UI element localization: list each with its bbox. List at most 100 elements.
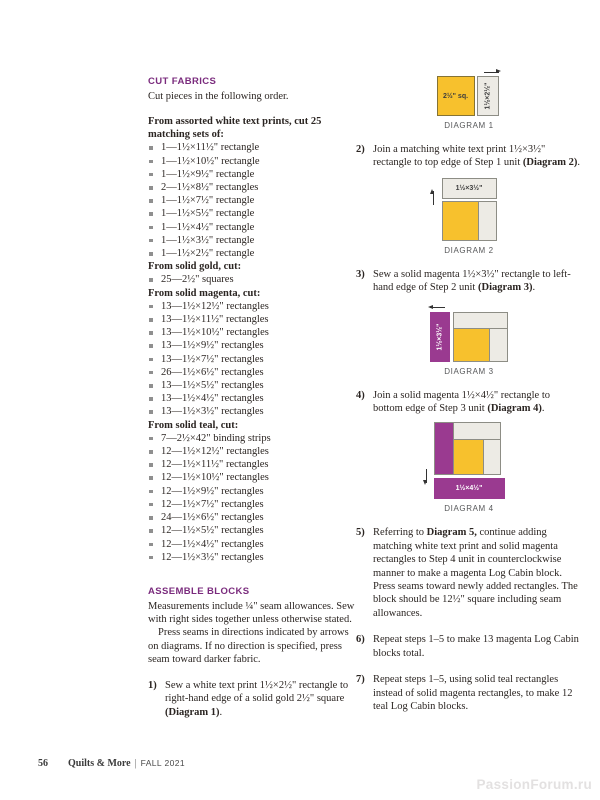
diagram-3-unit xyxy=(453,311,508,362)
press-arrow-up-icon xyxy=(430,188,435,205)
diagram-1: 2½" sq. 1½×2½" DIAGRAM 1 xyxy=(356,68,582,130)
step-1-number: 1) xyxy=(148,679,157,691)
cut-list-item: 1—1½×2½" rectangle xyxy=(148,247,359,260)
diagram-3-gold-square xyxy=(454,328,490,361)
cut-list-item: 12—1½×9½" rectangles xyxy=(148,485,359,498)
cut-list-item: 13—1½×7½" rectangles xyxy=(148,353,359,366)
magenta-rectangle-label: 1½×3½" xyxy=(436,323,444,351)
cut-list-white-prints: 1—1½×11½" rectangle 1—1½×10½" rectangle 1—… xyxy=(148,141,359,260)
cut-list-item: 1—1½×4½" rectangle xyxy=(148,221,359,234)
cut-list-item: 13—1½×5½" rectangles xyxy=(148,379,359,392)
diagram-4-unit xyxy=(433,422,501,476)
diagram-4-gold-square xyxy=(453,440,484,475)
cut-list-item: 12—1½×7½" rectangles xyxy=(148,498,359,511)
assemble-paragraph-2: Press seams in directions indicated by a… xyxy=(148,627,349,665)
step-7-text: Repeat steps 1–5, using solid teal recta… xyxy=(373,674,573,712)
cut-list-item: 12—1½×5½" rectangles xyxy=(148,524,359,537)
press-arrow-right-icon xyxy=(483,69,501,74)
assemble-blocks-heading: ASSEMBLE BLOCKS xyxy=(148,585,250,597)
page-number: 56 xyxy=(38,758,48,769)
cut-list-magenta: 13—1½×12½" rectangles 13—1½×11½" rectangl… xyxy=(148,300,359,419)
cut-list-item: 2—1½×8½" rectangles xyxy=(148,181,359,194)
cut-list-item: 25—2½" squares xyxy=(148,273,359,286)
diagram-2-unit xyxy=(441,200,497,241)
cut-fabrics-heading: CUT FABRICS xyxy=(148,76,217,87)
diagram-4-caption: DIAGRAM 4 xyxy=(444,504,494,514)
cut-list-item: 13—1½×11½" rectangles xyxy=(148,313,359,326)
cut-list-item: 12—1½×11½" rectangles xyxy=(148,458,359,471)
cut-list-item: 13—1½×9½" rectangles xyxy=(148,339,359,352)
cut-group-title-teal: From solid teal, cut: xyxy=(148,419,239,431)
cut-list-item: 13—1½×10½" rectangles xyxy=(148,326,359,339)
cut-list-item: 26—1½×6½" rectangles xyxy=(148,366,359,379)
press-arrow-left-icon xyxy=(428,304,445,309)
step-3: 3) Sew a solid magenta 1½×3½" rectangle … xyxy=(356,268,582,295)
assemble-paragraph-1: Measurements include ¼" seam allowances.… xyxy=(148,600,355,626)
step-1-text: Sew a white text print 1½×2½" rectangle … xyxy=(165,679,349,718)
diagram-4-magenta-bottom-bar: 1½×4½" xyxy=(433,478,505,500)
cut-list-item: 1—1½×10½" rectangle xyxy=(148,155,359,168)
step-5: 5) Referring to Diagram 5, continue addi… xyxy=(356,526,582,620)
cut-list-gold: 25—2½" squares xyxy=(148,273,359,286)
cut-list-item: 1—1½×9½" rectangle xyxy=(148,168,359,181)
white-rectangle-label: 1½×2½" xyxy=(484,82,491,110)
magazine-title: Quilts & More xyxy=(68,758,131,769)
step-2-text: Join a matching white text print 1½×3½" … xyxy=(373,144,581,169)
step-7: 7) Repeat steps 1–5, using solid teal re… xyxy=(356,673,582,713)
assemble-blocks-section: ASSEMBLE BLOCKS Measurements include ¼" … xyxy=(148,586,359,719)
cut-group-title-white-prints: From assorted white text prints, cut 25 … xyxy=(148,116,322,141)
step-5-text: Referring to Diagram 5, continue adding … xyxy=(373,527,578,619)
cut-fabrics-intro: Cut pieces in the following order. xyxy=(148,91,289,102)
cut-group-title-magenta: From solid magenta, cut: xyxy=(148,287,261,299)
cut-list-item: 12—1½×12½" rectangles xyxy=(148,445,359,458)
step-2-number: 2) xyxy=(356,144,365,155)
gold-square-label: 2½" sq. xyxy=(442,92,469,100)
cut-list-item: 1—1½×11½" rectangle xyxy=(148,141,359,154)
step-4: 4) Join a solid magenta 1½×4½" rectangle… xyxy=(356,389,582,416)
step-7-number: 7) xyxy=(356,674,365,686)
step-6: 6) Repeat steps 1–5 to make 13 magenta L… xyxy=(356,633,582,660)
step-4-text: Join a solid magenta 1½×4½" rectangle to… xyxy=(373,389,550,415)
press-arrow-down-icon xyxy=(423,469,428,486)
step-6-number: 6) xyxy=(356,634,365,646)
step-2: 2) Join a matching white text print 1½×3… xyxy=(356,143,582,170)
cut-group-title-gold: From solid gold, cut: xyxy=(148,261,242,273)
white-rectangle-label: 1½×3½" xyxy=(455,184,483,192)
magenta-rectangle-label: 1½×4½" xyxy=(455,485,483,493)
cut-list-item: 1—1½×5½" rectangle xyxy=(148,207,359,220)
left-column: CUT FABRICS Cut pieces in the following … xyxy=(148,76,359,719)
cut-list-item: 13—1½×12½" rectangles xyxy=(148,300,359,313)
cut-list-item: 1—1½×7½" rectangle xyxy=(148,194,359,207)
step-3-number: 3) xyxy=(356,268,365,280)
cut-list-item: 24—1½×6½" rectangles xyxy=(148,511,359,524)
issue-label: FALL 2021 xyxy=(140,758,186,768)
page-footer: 56 Quilts & More | FALL 2021 xyxy=(38,758,185,769)
step-1: 1) Sew a white text print 1½×2½" rectang… xyxy=(148,679,359,719)
cut-list-item: 7—2½×42" binding strips xyxy=(148,432,359,445)
diagram-4-white-top-strip xyxy=(453,423,500,441)
diagram-3-white-top-strip xyxy=(454,313,507,329)
diagram-4: 1½×4½" DIAGRAM 4 xyxy=(356,422,582,513)
step-6-text: Repeat steps 1–5 to make 13 magenta Log … xyxy=(373,634,579,659)
diagram-2: 1½×3½" DIAGRAM 2 xyxy=(356,177,582,255)
diagram-1-gold-square: 2½" sq. xyxy=(436,76,475,116)
cut-list-item: 13—1½×3½" rectangles xyxy=(148,405,359,418)
diagram-4-magenta-left-bar xyxy=(434,423,454,475)
diagram-3-caption: DIAGRAM 3 xyxy=(444,366,494,376)
diagram-3-magenta-rectangle: 1½×3½" xyxy=(430,311,450,362)
step-5-number: 5) xyxy=(356,527,365,539)
right-column: 2½" sq. 1½×2½" DIAGRAM 1 2) Join a match… xyxy=(356,68,582,713)
step-4-number: 4) xyxy=(356,389,365,401)
cut-list-item: 12—1½×10½" rectangles xyxy=(148,471,359,484)
diagram-2-white-rectangle: 1½×3½" xyxy=(441,177,497,199)
cut-list-item: 12—1½×4½" rectangles xyxy=(148,538,359,551)
diagram-2-gold-square xyxy=(442,201,479,240)
watermark: PassionForum.ru xyxy=(476,777,592,792)
diagram-2-caption: DIAGRAM 2 xyxy=(444,245,494,255)
cut-list-item: 12—1½×3½" rectangles xyxy=(148,551,359,564)
diagram-3: 1½×3½" DIAGRAM 3 xyxy=(356,304,582,376)
step-3-text: Sew a solid magenta 1½×3½" rectangle to … xyxy=(373,268,571,294)
footer-separator: | xyxy=(134,758,137,769)
diagram-1-caption: DIAGRAM 1 xyxy=(444,121,494,130)
